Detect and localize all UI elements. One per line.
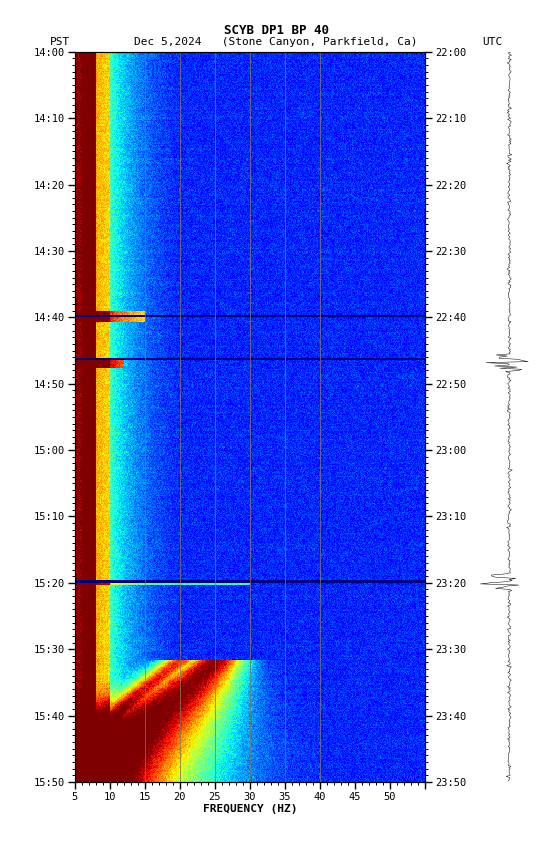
X-axis label: FREQUENCY (HZ): FREQUENCY (HZ) [203,804,297,815]
Text: PST: PST [50,37,70,48]
Text: SCYB DP1 BP 40: SCYB DP1 BP 40 [224,24,328,37]
Text: Dec 5,2024   (Stone Canyon, Parkfield, Ca): Dec 5,2024 (Stone Canyon, Parkfield, Ca) [134,37,418,48]
Text: UTC: UTC [482,37,502,48]
